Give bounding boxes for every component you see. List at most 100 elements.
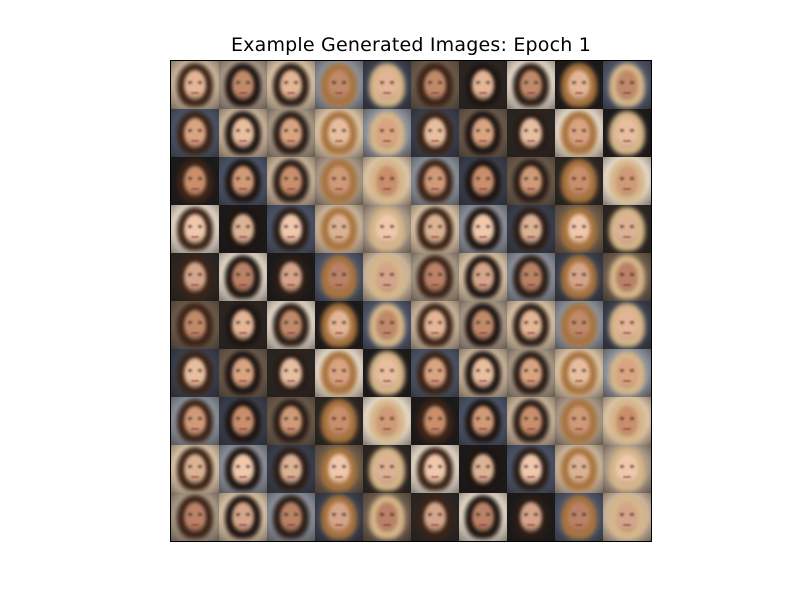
generated-face-thumbnail <box>315 397 363 445</box>
generated-face-thumbnail <box>267 253 315 301</box>
generated-face-thumbnail <box>171 493 219 541</box>
generated-image-grid <box>170 60 652 542</box>
generated-face-thumbnail <box>459 301 507 349</box>
generated-face-thumbnail <box>315 205 363 253</box>
generated-face-thumbnail <box>411 253 459 301</box>
generated-face-thumbnail <box>603 349 651 397</box>
generated-face-thumbnail <box>603 301 651 349</box>
generated-face-thumbnail <box>363 493 411 541</box>
generated-face-thumbnail <box>459 61 507 109</box>
generated-face-thumbnail <box>411 445 459 493</box>
generated-face-thumbnail <box>459 349 507 397</box>
generated-face-thumbnail <box>411 61 459 109</box>
generated-face-thumbnail <box>363 157 411 205</box>
generated-face-thumbnail <box>219 205 267 253</box>
generated-face-thumbnail <box>219 109 267 157</box>
generated-face-thumbnail <box>219 397 267 445</box>
generated-face-thumbnail <box>363 61 411 109</box>
generated-face-thumbnail <box>603 397 651 445</box>
generated-face-thumbnail <box>555 301 603 349</box>
generated-face-thumbnail <box>267 109 315 157</box>
generated-face-thumbnail <box>507 61 555 109</box>
generated-face-thumbnail <box>411 157 459 205</box>
generated-face-thumbnail <box>171 301 219 349</box>
generated-face-thumbnail <box>459 157 507 205</box>
generated-face-thumbnail <box>363 253 411 301</box>
generated-face-thumbnail <box>507 253 555 301</box>
generated-face-thumbnail <box>267 61 315 109</box>
generated-face-thumbnail <box>315 349 363 397</box>
generated-face-thumbnail <box>219 157 267 205</box>
generated-face-thumbnail <box>219 301 267 349</box>
generated-face-thumbnail <box>267 445 315 493</box>
generated-face-thumbnail <box>315 493 363 541</box>
generated-face-thumbnail <box>171 205 219 253</box>
generated-face-thumbnail <box>459 109 507 157</box>
generated-face-thumbnail <box>219 61 267 109</box>
generated-face-thumbnail <box>171 349 219 397</box>
generated-face-thumbnail <box>363 205 411 253</box>
generated-face-thumbnail <box>219 253 267 301</box>
generated-face-thumbnail <box>363 109 411 157</box>
generated-face-thumbnail <box>459 253 507 301</box>
generated-face-thumbnail <box>459 397 507 445</box>
generated-face-thumbnail <box>315 445 363 493</box>
generated-face-thumbnail <box>555 349 603 397</box>
generated-face-thumbnail <box>411 493 459 541</box>
generated-face-thumbnail <box>459 445 507 493</box>
generated-face-thumbnail <box>267 349 315 397</box>
generated-face-thumbnail <box>315 157 363 205</box>
generated-face-thumbnail <box>507 349 555 397</box>
generated-face-thumbnail <box>555 61 603 109</box>
generated-face-thumbnail <box>411 349 459 397</box>
generated-face-thumbnail <box>219 349 267 397</box>
generated-face-thumbnail <box>171 61 219 109</box>
generated-face-thumbnail <box>315 61 363 109</box>
generated-face-thumbnail <box>267 301 315 349</box>
generated-face-thumbnail <box>555 157 603 205</box>
generated-face-thumbnail <box>507 205 555 253</box>
generated-face-thumbnail <box>171 445 219 493</box>
generated-face-thumbnail <box>603 205 651 253</box>
generated-face-thumbnail <box>411 301 459 349</box>
generated-face-thumbnail <box>411 397 459 445</box>
figure-title: Example Generated Images: Epoch 1 <box>230 34 592 56</box>
generated-face-thumbnail <box>315 109 363 157</box>
generated-face-thumbnail <box>315 253 363 301</box>
generated-face-thumbnail <box>171 109 219 157</box>
generated-face-thumbnail <box>507 109 555 157</box>
generated-face-thumbnail <box>507 493 555 541</box>
generated-face-thumbnail <box>411 205 459 253</box>
generated-face-thumbnail <box>507 397 555 445</box>
generated-face-thumbnail <box>603 253 651 301</box>
generated-face-thumbnail <box>555 445 603 493</box>
generated-face-thumbnail <box>555 109 603 157</box>
generated-face-thumbnail <box>507 157 555 205</box>
generated-face-thumbnail <box>267 157 315 205</box>
generated-face-thumbnail <box>363 445 411 493</box>
generated-face-thumbnail <box>603 445 651 493</box>
generated-face-thumbnail <box>267 205 315 253</box>
generated-face-thumbnail <box>603 493 651 541</box>
generated-face-thumbnail <box>603 157 651 205</box>
generated-face-thumbnail <box>171 157 219 205</box>
generated-face-thumbnail <box>555 397 603 445</box>
generated-face-thumbnail <box>411 109 459 157</box>
generated-face-thumbnail <box>555 205 603 253</box>
generated-face-thumbnail <box>363 301 411 349</box>
generated-face-thumbnail <box>507 445 555 493</box>
generated-face-thumbnail <box>507 301 555 349</box>
generated-face-thumbnail <box>603 109 651 157</box>
generated-face-thumbnail <box>459 493 507 541</box>
generated-face-thumbnail <box>171 397 219 445</box>
generated-face-thumbnail <box>267 397 315 445</box>
generated-face-thumbnail <box>219 445 267 493</box>
generated-face-thumbnail <box>555 253 603 301</box>
generated-face-thumbnail <box>363 349 411 397</box>
generated-face-thumbnail <box>603 61 651 109</box>
generated-face-thumbnail <box>219 493 267 541</box>
generated-face-thumbnail <box>267 493 315 541</box>
generated-face-thumbnail <box>315 301 363 349</box>
generated-face-thumbnail <box>171 253 219 301</box>
generated-face-thumbnail <box>459 205 507 253</box>
